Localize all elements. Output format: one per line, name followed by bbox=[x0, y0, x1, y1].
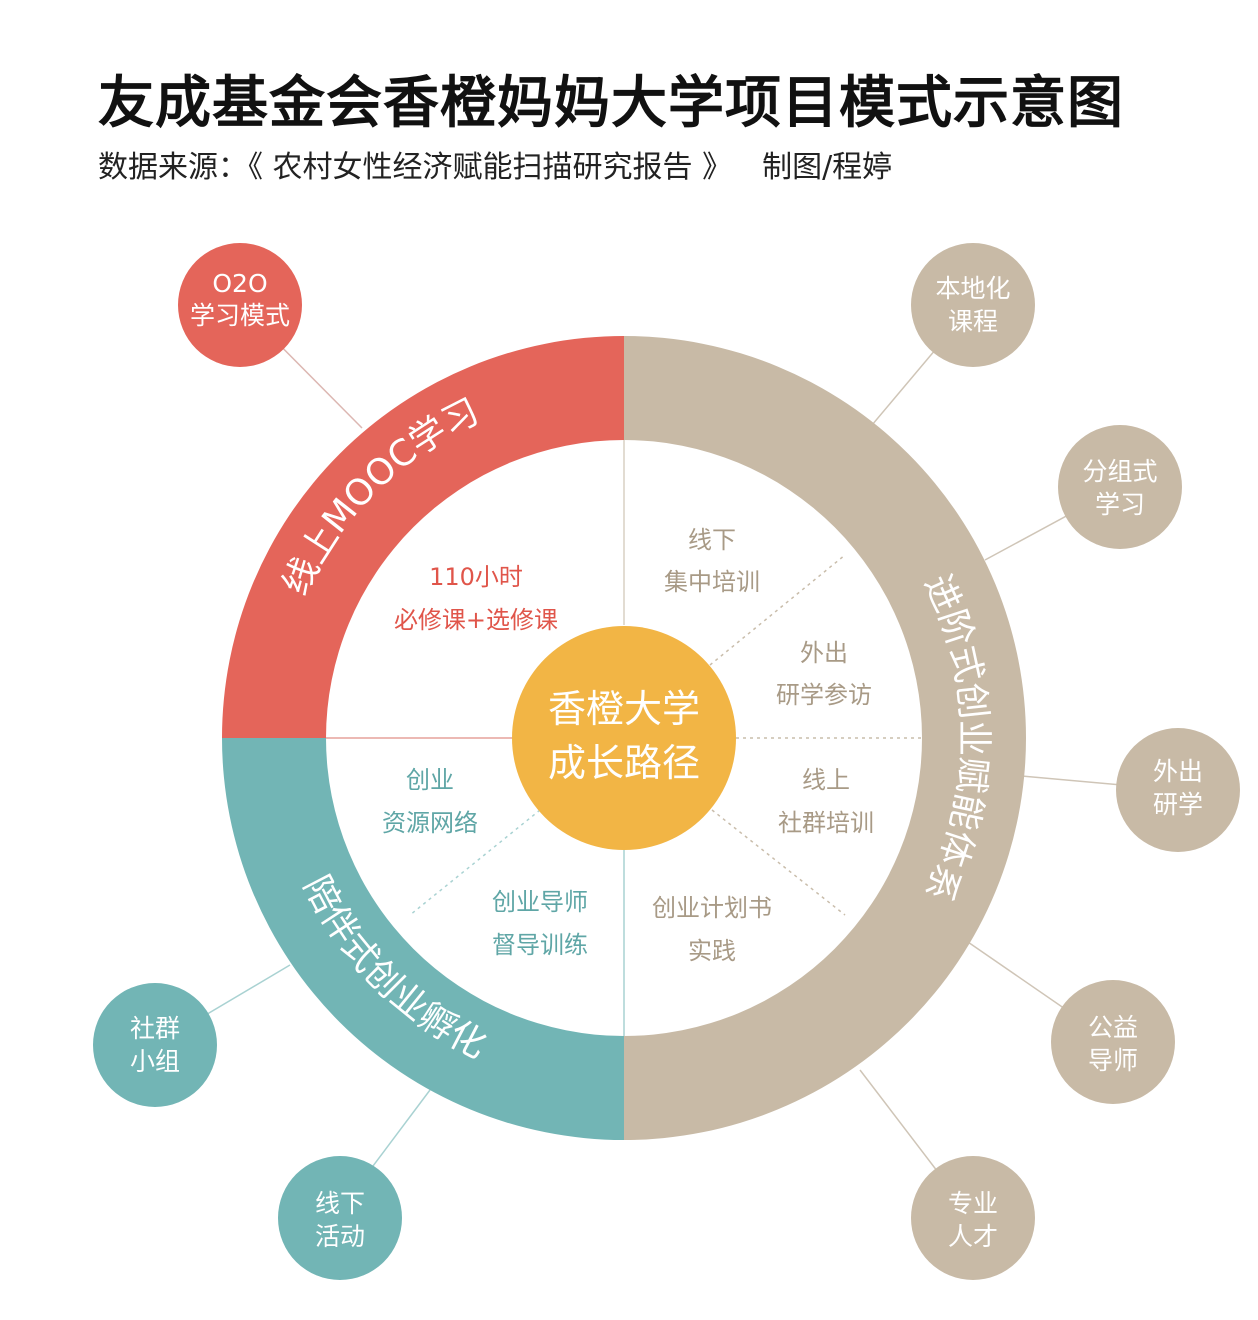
bubble-local-course-line1: 本地化 bbox=[935, 274, 1010, 303]
center-label-line2: 成长路径 bbox=[548, 741, 700, 785]
bubble-outbound-study: 外出 研学 bbox=[1116, 728, 1240, 852]
bubble-talent: 专业 人才 bbox=[911, 1156, 1035, 1280]
inner-business-plan-line1: 创业计划书 bbox=[652, 894, 772, 922]
bubble-offline-activity-line1: 线下 bbox=[315, 1189, 365, 1218]
bubble-o2o-line1: O2O bbox=[212, 269, 267, 298]
bubble-outbound-study-line1: 外出 bbox=[1153, 757, 1203, 786]
inner-offline-training-line2: 集中培训 bbox=[664, 568, 760, 596]
ring-sector-online bbox=[222, 336, 624, 738]
ring-sector-companion bbox=[222, 738, 624, 1140]
inner-business-plan-line2: 实践 bbox=[688, 937, 736, 965]
bubble-o2o: O2O 学习模式 bbox=[178, 243, 302, 367]
bubble-outbound-study-line2: 研学 bbox=[1153, 790, 1203, 819]
inner-offline-training-line1: 线下 bbox=[688, 526, 736, 554]
inner-study-tour-line2: 研学参访 bbox=[776, 681, 872, 709]
bubble-group-study: 分组式 学习 bbox=[1058, 425, 1182, 549]
bubble-talent-line1: 专业 bbox=[948, 1189, 998, 1218]
inner-study-tour-line1: 外出 bbox=[800, 639, 848, 667]
bubble-offline-activity-line2: 活动 bbox=[315, 1222, 365, 1251]
bubble-local-course: 本地化 课程 bbox=[911, 243, 1035, 367]
bubble-group-study-line2: 学习 bbox=[1095, 490, 1145, 519]
inner-online-community-line1: 线上 bbox=[802, 766, 850, 794]
inner-mentor-line2: 督导训练 bbox=[492, 931, 588, 959]
bubble-community-group-line2: 小组 bbox=[130, 1047, 180, 1076]
center-label-line1: 香橙大学 bbox=[548, 687, 700, 731]
inner-courses-line1: 110小时 bbox=[429, 563, 523, 591]
bubble-local-course-line2: 课程 bbox=[948, 307, 998, 336]
ring-sector-progressive bbox=[624, 336, 1026, 1140]
inner-courses-line2: 必修课+选修课 bbox=[394, 606, 558, 634]
inner-online-community-line2: 社群培训 bbox=[778, 809, 874, 837]
bubble-public-mentor-line2: 导师 bbox=[1088, 1046, 1138, 1075]
page-title: 友成基金会香橙妈妈大学项目模式示意图 bbox=[98, 71, 1124, 136]
divider-dotted-upper-right bbox=[709, 554, 846, 666]
inner-resources-line2: 资源网络 bbox=[382, 809, 478, 837]
inner-resources-line1: 创业 bbox=[406, 766, 454, 794]
bubble-o2o-line2: 学习模式 bbox=[190, 301, 290, 330]
inner-mentor-line1: 创业导师 bbox=[492, 888, 588, 916]
bubble-community-group-line1: 社群 bbox=[130, 1014, 180, 1043]
source-text: 数据来源：《 农村女性经济赋能扫描研究报告 》 bbox=[98, 150, 733, 185]
bubble-community-group: 社群 小组 bbox=[93, 983, 217, 1107]
bubble-public-mentor-line1: 公益 bbox=[1088, 1013, 1138, 1042]
center-circle bbox=[512, 626, 736, 850]
bubble-talent-line2: 人才 bbox=[948, 1222, 998, 1251]
source-line: 数据来源：《 农村女性经济赋能扫描研究报告 》制图/程婷 bbox=[98, 142, 892, 186]
bubble-group-study-line1: 分组式 bbox=[1082, 457, 1157, 486]
divider-dotted-lower-right bbox=[711, 809, 846, 916]
bubble-public-mentor: 公益 导师 bbox=[1051, 980, 1175, 1104]
credit-text: 制图/程婷 bbox=[762, 150, 893, 185]
bubble-offline-activity: 线下 活动 bbox=[278, 1156, 402, 1280]
